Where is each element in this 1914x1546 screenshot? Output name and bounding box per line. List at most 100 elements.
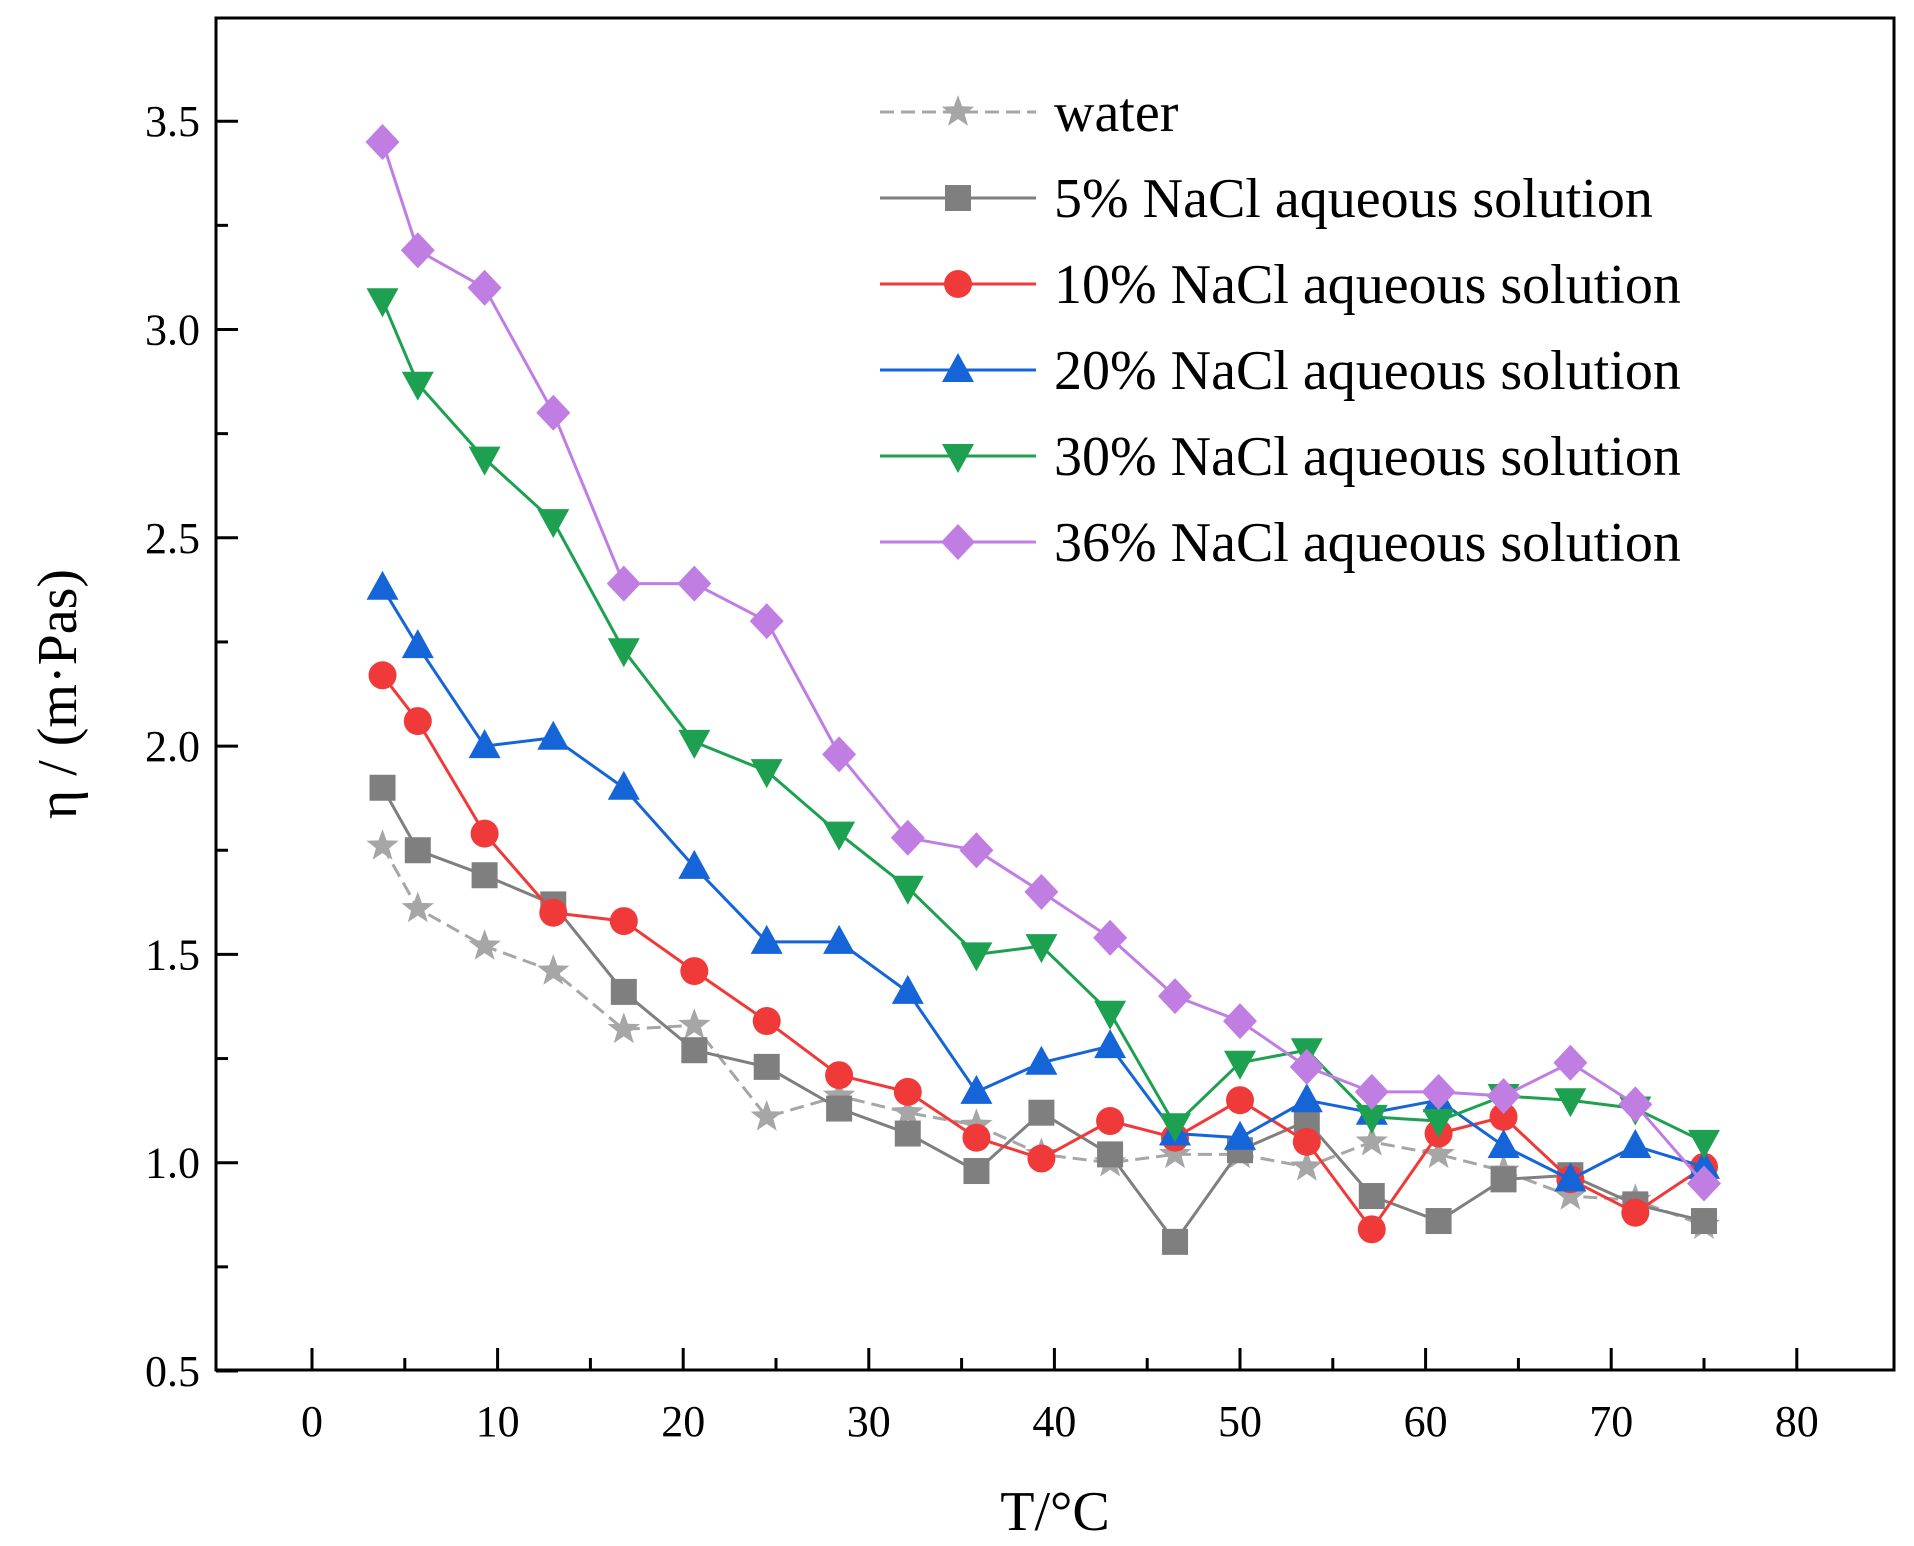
data-point [891,1095,924,1127]
data-point [823,924,856,954]
legend-marker [941,95,975,126]
legend-label: 20% NaCl aqueous solution [1054,340,1681,402]
data-point [369,774,396,801]
data-point [891,875,924,905]
data-point [471,862,498,889]
data-point [1024,873,1059,910]
data-point [1354,1073,1389,1110]
data-point [1553,1044,1588,1081]
data-point [890,819,925,856]
data-point [678,729,711,759]
data-point [1096,1107,1125,1136]
data-point [1162,1228,1189,1255]
data-point [749,603,784,640]
data-point [1094,1029,1127,1059]
data-point [1027,1144,1056,1173]
data-point [366,570,399,600]
data-point [365,124,400,160]
data-point [467,269,502,306]
y-tick-label: 2.0 [145,722,200,771]
data-point [677,565,712,602]
legend-item: 20% NaCl aqueous solution [880,340,1681,402]
data-point [1292,1127,1321,1156]
data-point [894,1120,921,1147]
data-point [1290,1149,1323,1181]
data-point [1687,1165,1721,1202]
legend-label: water [1054,82,1179,144]
y-tick-label: 1.0 [145,1139,200,1188]
x-axis-title: T/°C [1000,1481,1110,1543]
data-point [366,288,399,318]
data-point [1355,1124,1388,1156]
data-point [1025,934,1058,964]
legend-label: 10% NaCl aqueous solution [1054,254,1681,316]
data-point [750,1099,783,1131]
x-tick-label: 50 [1218,1397,1262,1446]
x-tick-label: 10 [476,1397,520,1446]
series-layer [365,124,1721,1255]
data-point [539,898,568,927]
data-point [823,821,856,851]
data-point [678,1008,711,1039]
data-point [1097,1141,1124,1168]
data-point [368,661,397,690]
data-point [610,978,637,1005]
x-axis-ticks: 0 10 20 30 40 50 60 70 80 [301,1348,1819,1446]
data-point [403,707,432,736]
y-tick-label: 2.5 [145,514,200,563]
data-point [753,1053,780,1080]
data-point [822,1079,856,1110]
data-point [1691,1208,1717,1235]
data-point [960,942,993,972]
data-point [962,1123,991,1152]
data-point [1421,1073,1456,1110]
data-point [607,770,640,800]
series-5 [365,124,1721,1202]
data-point [468,729,501,759]
y-axis-title: η / (m·Pas) [27,569,89,819]
data-point [1688,1129,1720,1159]
data-point [1554,1179,1587,1210]
data-point [401,629,434,659]
x-tick-label: 70 [1589,1397,1633,1446]
data-point [609,907,638,936]
data-point [826,1095,853,1122]
data-point [1224,1050,1256,1080]
x-tick-label: 60 [1404,1397,1448,1446]
legend-label: 30% NaCl aqueous solution [1054,426,1681,488]
data-point [1554,1088,1587,1118]
data-point [536,394,571,431]
data-point [468,446,501,476]
data-point [960,1108,993,1139]
data-point [1621,1198,1650,1227]
series-2 [368,661,1718,1244]
y-tick-label: 0.5 [145,1347,200,1396]
x-tick-label: 20 [661,1397,705,1446]
data-point [1223,1003,1257,1040]
data-point [680,957,709,986]
data-point [752,1007,781,1036]
data-point [1226,1086,1254,1115]
data-point [1025,1045,1058,1075]
data-point [1159,1113,1191,1143]
data-point [1158,1137,1192,1169]
legend-item: 10% NaCl aqueous solution [880,254,1681,316]
legend-marker [945,185,971,211]
y-axis-ticks: 0.5 1.0 1.5 2.0 2.5 3.0 3.5 [145,97,238,1396]
data-point [959,832,994,869]
data-point [537,720,570,750]
data-point [1158,978,1192,1015]
data-point [1358,1183,1385,1210]
data-point [1425,1208,1452,1235]
data-point [1487,1129,1520,1158]
data-point [401,891,434,923]
data-point [366,829,399,860]
legend: water 5% NaCl aqueous solution 10% NaCl aq… [880,82,1681,574]
data-point [960,1074,993,1104]
data-point [825,1061,854,1090]
data-point [537,954,570,985]
legend-marker [944,270,972,298]
legend-marker [942,353,974,382]
